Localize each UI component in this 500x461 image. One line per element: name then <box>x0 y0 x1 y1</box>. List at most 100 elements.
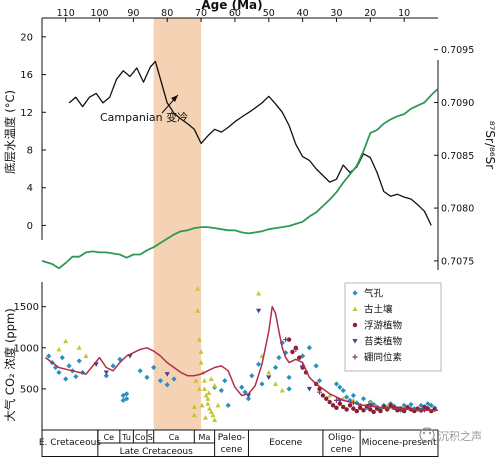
sr-tick-label: 0.7095 <box>441 45 474 56</box>
age-tick-label: 20 <box>364 8 376 19</box>
epoch-label: cene <box>221 445 243 455</box>
co2-point <box>286 386 292 392</box>
temperature-line <box>68 60 432 226</box>
age-tick-label: 100 <box>90 8 108 19</box>
co2-point <box>242 389 248 395</box>
co2-point <box>73 373 79 380</box>
co2-point <box>286 337 292 342</box>
co2-point <box>124 391 130 397</box>
co2-point <box>199 402 205 408</box>
co2-point <box>207 406 213 411</box>
co2-point <box>371 409 376 415</box>
co2-point <box>191 412 197 418</box>
co2-point <box>164 372 170 377</box>
co2-point <box>56 346 62 352</box>
co2-point <box>76 345 82 350</box>
co2-point <box>344 407 349 412</box>
co2-point <box>341 404 346 410</box>
legend-label: 浮游植物 <box>364 320 403 332</box>
co2-point <box>215 402 221 408</box>
epoch-label: Eocene <box>269 438 302 448</box>
strontium-line <box>41 88 439 270</box>
legend-marker <box>352 306 358 311</box>
co2-point <box>334 405 339 410</box>
co2-point <box>124 396 130 402</box>
co2-point <box>327 399 332 405</box>
co2-point <box>202 415 208 420</box>
co2-point <box>117 356 123 362</box>
watermark-text: 沉积之声 <box>438 429 482 443</box>
sr-tick-label: 0.7080 <box>441 204 474 215</box>
co2-point <box>63 376 69 382</box>
campanian-cooling-annotation: Campanian 变冷 <box>100 110 188 124</box>
co2-point <box>59 355 65 361</box>
co2-point <box>120 397 126 403</box>
co2-point <box>313 363 319 369</box>
co2-point <box>279 340 285 346</box>
co2-point <box>337 401 343 406</box>
co2-point <box>401 402 407 408</box>
stage-label: Ce <box>104 433 115 442</box>
age-tick-label: 70 <box>195 8 207 19</box>
age-tick-label: 50 <box>263 8 275 19</box>
co2-point <box>157 378 164 384</box>
age-tick-label: 60 <box>229 8 241 19</box>
co2-point <box>103 373 109 379</box>
co2-point <box>273 381 279 386</box>
co2-point <box>266 375 272 380</box>
co2-point <box>208 409 214 414</box>
co2-tick-label: 1500 <box>14 302 39 313</box>
co2-point <box>290 349 295 355</box>
epoch-label: E. Cretaceous <box>39 438 101 448</box>
co2-point <box>324 396 329 401</box>
co2-point <box>360 396 367 402</box>
co2-point <box>137 368 143 374</box>
co2-series-triangle <box>56 285 431 423</box>
co2-point <box>222 378 228 384</box>
co2-point <box>320 393 326 398</box>
co2-point <box>266 369 272 375</box>
age-tick-label: 10 <box>398 8 410 19</box>
co2-point <box>212 383 218 388</box>
co2-point <box>279 387 285 393</box>
co2-point <box>205 396 211 401</box>
wechat-icon <box>419 427 435 443</box>
legend-marker <box>352 354 358 360</box>
co2-point <box>256 361 262 367</box>
legend-box <box>344 282 442 372</box>
stage-label: Tu <box>121 433 131 442</box>
stage-label: Ca <box>169 433 180 442</box>
legend-label: 硼同位素 <box>364 352 403 364</box>
co2-point <box>83 353 89 358</box>
co2-point <box>306 345 312 351</box>
sr-tick-label: 0.7090 <box>441 98 474 109</box>
co2-point <box>330 403 336 408</box>
temperature-tick-label: 4 <box>27 183 33 194</box>
co2-point <box>225 402 231 408</box>
co2-point <box>259 381 265 387</box>
co2-point <box>46 353 52 359</box>
co2-axis-title: 大气 CO₂ 浓度 (ppm) <box>3 308 17 421</box>
temperature-tick-label: 0 <box>27 221 33 232</box>
co2-point <box>350 392 356 399</box>
left-axis-title: 底层水温度 (°C) <box>3 90 17 174</box>
co2-point <box>144 374 150 380</box>
co2-point <box>337 384 343 390</box>
co2-point <box>256 308 262 314</box>
co2-point <box>340 387 346 394</box>
annotation-arrowhead <box>171 95 178 102</box>
co2-point <box>76 358 82 364</box>
co2-point <box>384 406 390 412</box>
co2-point <box>205 401 211 406</box>
co2-point <box>422 404 427 410</box>
co2-point <box>206 390 212 395</box>
co2-point <box>63 338 69 344</box>
co2-point <box>198 349 204 354</box>
sr-tick-label: 0.7085 <box>441 151 474 162</box>
co2-point <box>272 364 279 371</box>
stage-label: S <box>148 433 153 442</box>
co2-point <box>388 403 393 408</box>
temperature-tick-label: 16 <box>20 70 33 81</box>
